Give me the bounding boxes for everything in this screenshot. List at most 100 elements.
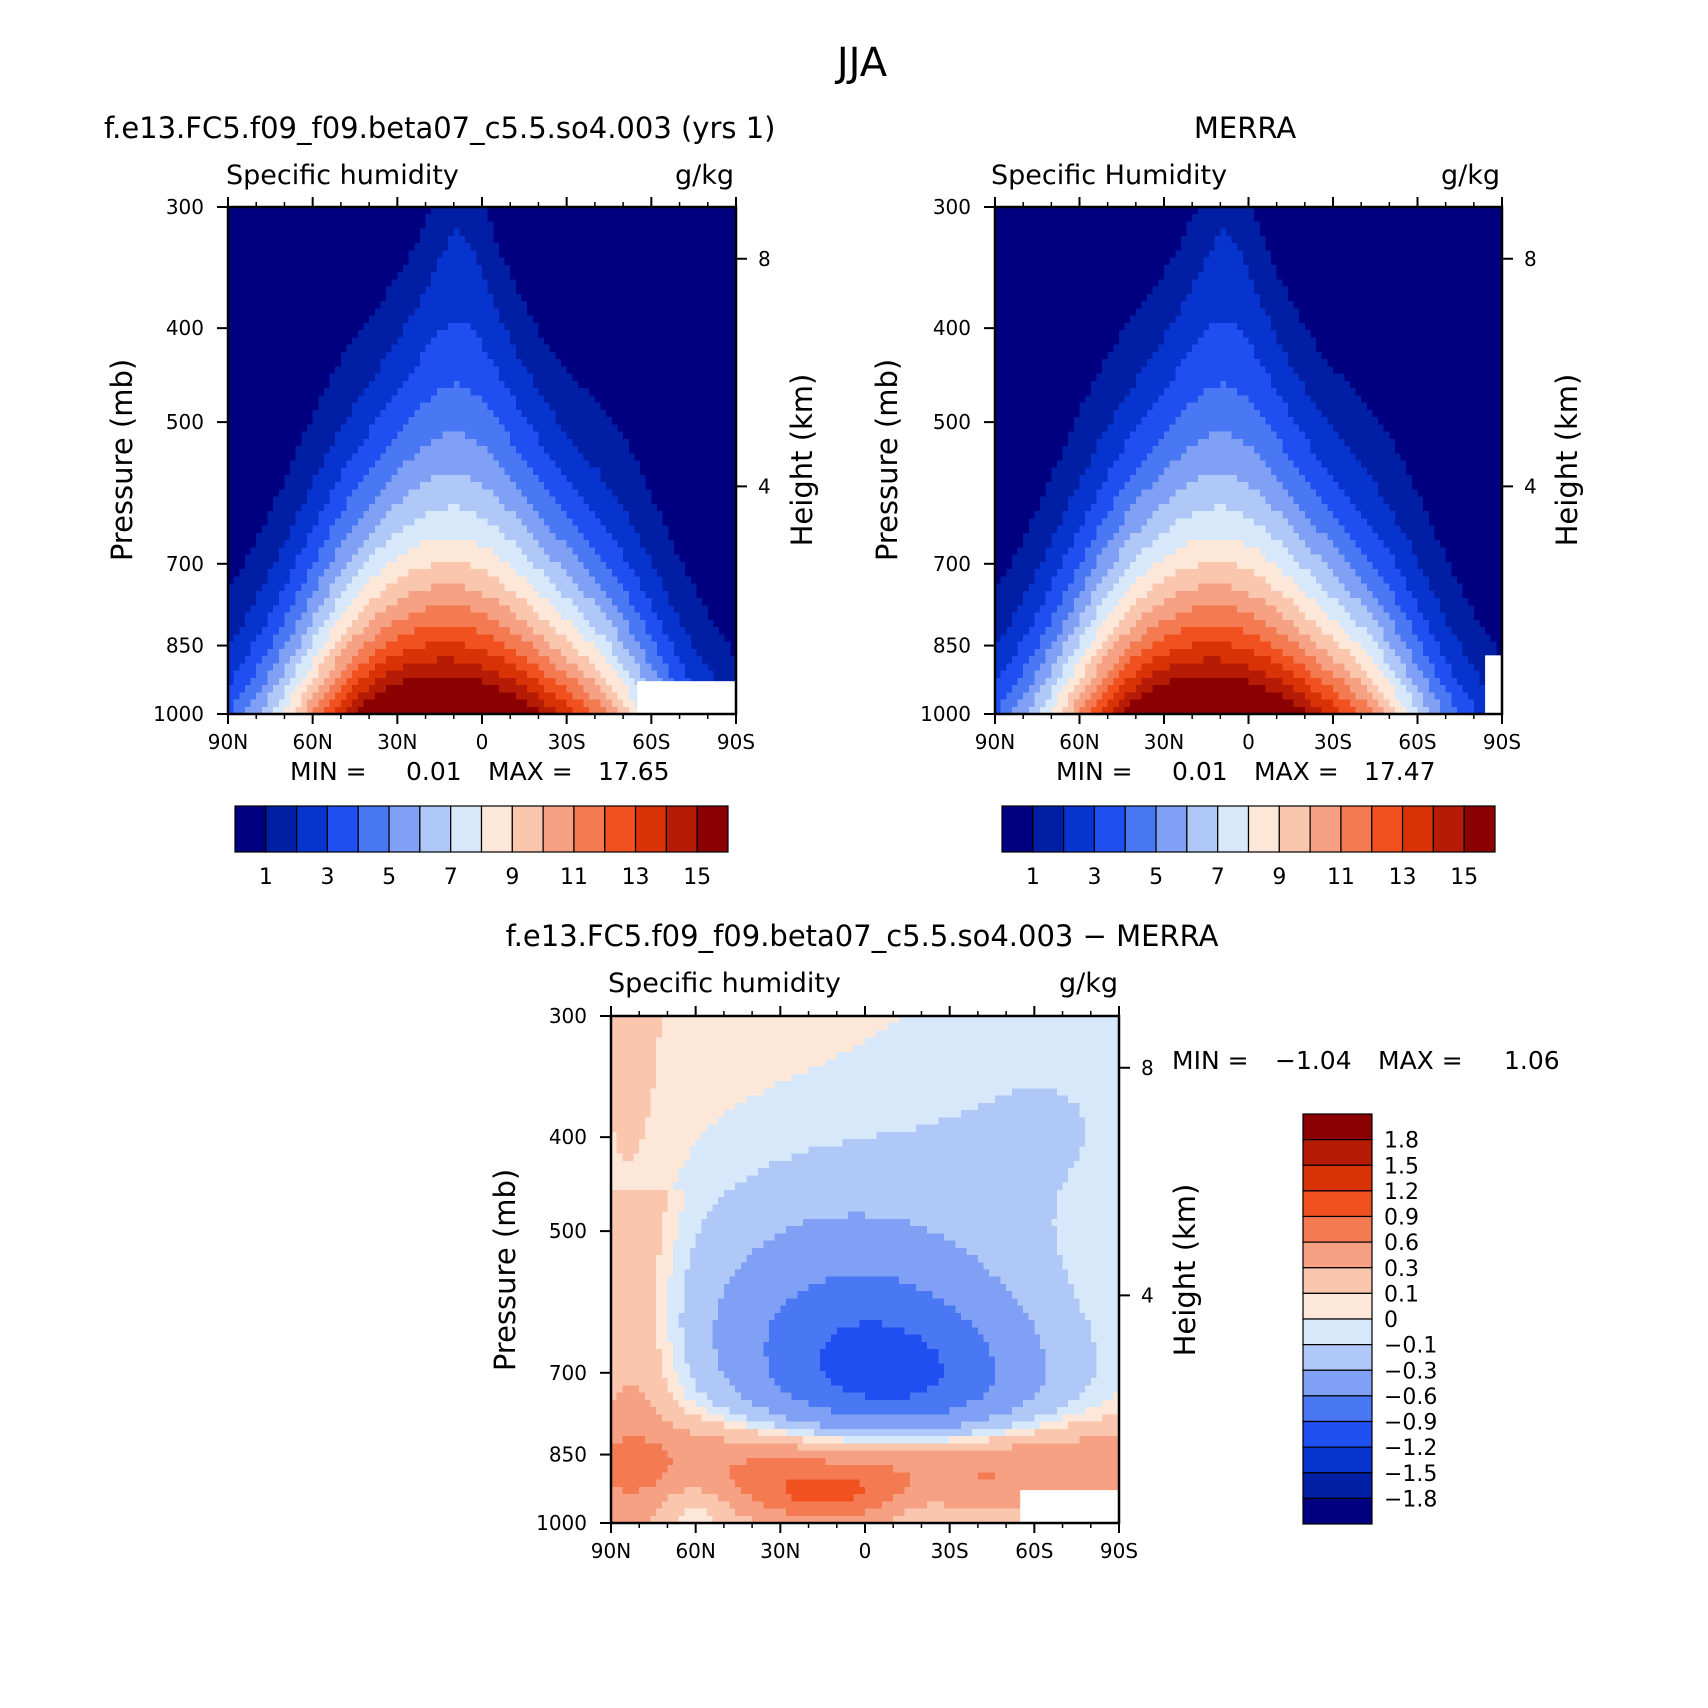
contour-cell: [1130, 605, 1154, 614]
contour-cell: [1417, 554, 1447, 563]
contour-cell: [842, 1139, 1086, 1147]
contour-cell: [989, 1349, 1047, 1358]
contour-cell: [1411, 692, 1424, 701]
contour-cell: [1400, 677, 1413, 686]
contour-cell: [515, 279, 736, 288]
contour-cell: [228, 214, 427, 223]
contour-cell: [239, 692, 257, 701]
contour-cell: [1310, 446, 1351, 454]
contour-cell: [1124, 648, 1143, 657]
contour-cell: [532, 627, 556, 635]
contour-cell: [949, 1436, 990, 1444]
contour-cell: [915, 1124, 1086, 1133]
contour-cell: [667, 1320, 680, 1329]
contour-cell: [769, 1160, 1075, 1169]
contour-cell: [995, 569, 1007, 577]
contour-cell: [617, 605, 635, 614]
contour-cell: [228, 467, 291, 476]
contour-cell: [1316, 619, 1340, 628]
variable-label: Specific humidity: [608, 968, 841, 999]
contour-cell: [1197, 337, 1250, 346]
contour-cell: [1209, 431, 1233, 440]
contour-cell: [1124, 677, 1143, 686]
contour-cell: [363, 438, 393, 447]
contour-cell: [1400, 634, 1419, 643]
contour-cell: [825, 1457, 1119, 1466]
contour-cell: [436, 656, 455, 664]
contour-cell: [684, 1197, 719, 1205]
contour-cell: [419, 293, 494, 302]
contour-cell: [628, 619, 647, 628]
contour-cell: [256, 590, 280, 599]
contour-cell: [966, 1247, 1058, 1256]
contour-cell: [577, 554, 602, 563]
contour-cell: [1051, 1218, 1119, 1227]
contour-cell: [611, 1457, 674, 1466]
contour-cell: [572, 598, 596, 606]
contour-cell: [785, 1428, 815, 1437]
colorbar-swatch: [1186, 805, 1219, 853]
max-label: MAX =: [1254, 757, 1339, 786]
contour-cell: [774, 1421, 821, 1430]
contour-cell: [713, 619, 736, 628]
contour-cell: [577, 446, 630, 454]
contour-cell: [228, 286, 387, 295]
contour-cell: [656, 1298, 669, 1307]
contour-cell: [1068, 612, 1081, 621]
y-tick-label: 850: [933, 634, 971, 658]
contour-cell: [723, 1421, 748, 1430]
contour-cell: [487, 207, 736, 215]
contour-cell: [706, 1392, 742, 1401]
contour-cell: [1259, 634, 1289, 643]
contour-cell: [312, 590, 331, 599]
contour-cell: [995, 627, 1007, 635]
contour-cell: [1017, 547, 1047, 556]
contour-cell: [661, 1218, 680, 1227]
contour-cell: [1085, 518, 1103, 527]
contour-cell: [1124, 612, 1143, 621]
contour-cell: [995, 257, 1171, 266]
contour-cell: [972, 1428, 1007, 1437]
contour-cell: [623, 583, 641, 592]
contour-cell: [1248, 272, 1278, 281]
contour-cell: [853, 1494, 894, 1502]
contour-cell: [1152, 583, 1199, 592]
contour-cell: [611, 1066, 657, 1075]
contour-cell: [1389, 503, 1424, 512]
contour-cell: [1152, 446, 1188, 454]
contour-cell: [1175, 417, 1266, 425]
contour-cell: [1378, 482, 1413, 491]
contour-cell: [995, 301, 1143, 309]
contour-cell: [763, 1349, 821, 1358]
contour-cell: [1355, 503, 1390, 512]
contour-cell: [1079, 525, 1097, 534]
contour-cell: [1366, 648, 1385, 657]
contour-cell: [323, 569, 342, 577]
contour-cell: [723, 1283, 810, 1292]
colorbar-swatch: [1432, 805, 1465, 853]
contour-cell: [1017, 699, 1036, 708]
colorbar-label: 1: [1026, 865, 1040, 890]
contour-cell: [679, 656, 703, 664]
contour-cell: [386, 351, 421, 360]
contour-cell: [1366, 467, 1407, 476]
contour-cell: [369, 380, 404, 389]
contour-cell: [634, 634, 652, 643]
colorbar-swatch: [234, 805, 267, 853]
contour-cell: [617, 634, 635, 643]
contour-cell: [611, 1189, 669, 1198]
contour-cell: [307, 569, 325, 577]
contour-cell: [1135, 554, 1165, 563]
contour-cell: [1107, 424, 1137, 433]
contour-cell: [1265, 460, 1295, 469]
contour-cell: [307, 706, 314, 714]
contour-cell: [1079, 634, 1097, 643]
contour-cell: [1242, 250, 1272, 259]
contour-cell: [357, 590, 381, 599]
contour-cell: [1085, 1124, 1119, 1133]
colorbar-swatch: [265, 805, 298, 853]
contour-cell: [1164, 634, 1261, 643]
contour-cell: [1389, 663, 1407, 672]
contour-cell: [1152, 540, 1188, 549]
contour-cell: [740, 1262, 985, 1271]
